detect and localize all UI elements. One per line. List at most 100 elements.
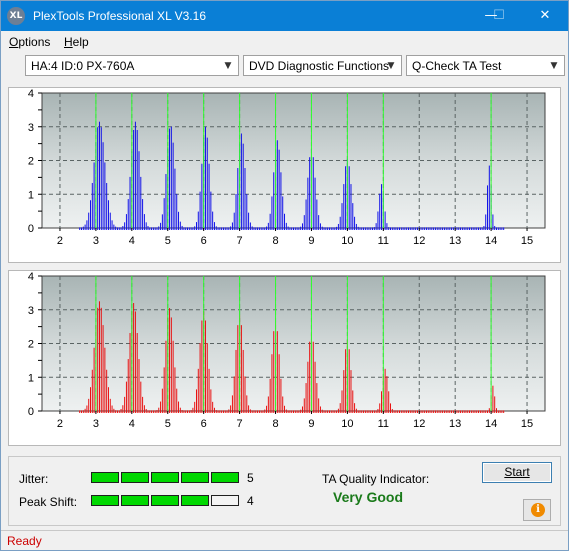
chart-bar xyxy=(379,403,381,413)
chart-bar xyxy=(111,405,113,413)
function-select[interactable]: DVD Diagnostic Functions ▼ xyxy=(243,55,402,76)
chart-bar xyxy=(301,406,303,413)
peak-shift-meter xyxy=(91,495,241,506)
chart-bar xyxy=(161,388,163,413)
chart-bar xyxy=(187,227,189,230)
test-select[interactable]: Q-Check TA Test ▼ xyxy=(406,55,565,76)
chart-bar xyxy=(231,395,233,413)
chart-bar xyxy=(460,227,462,230)
chart-bar xyxy=(400,227,402,230)
chart-bar xyxy=(222,227,224,230)
chart-bar xyxy=(127,359,129,413)
chart-bar xyxy=(300,409,302,413)
chart-bar xyxy=(165,174,167,230)
close-icon[interactable]: ✕ xyxy=(539,8,551,23)
y-tick-label: 2 xyxy=(28,156,34,168)
chart-bar xyxy=(303,215,305,230)
start-button[interactable]: Start xyxy=(482,462,552,483)
chart-bar xyxy=(309,341,311,413)
chart-bar xyxy=(327,227,329,230)
chart-bar xyxy=(90,200,91,230)
chart-bar xyxy=(458,227,460,230)
y-tick-label: 0 xyxy=(28,223,34,235)
chart-bar xyxy=(354,216,356,230)
chart-bar xyxy=(413,410,415,413)
chart-bar xyxy=(100,307,102,413)
x-tick-label: 14 xyxy=(485,235,497,247)
chart-bar xyxy=(442,410,444,413)
chart-bar xyxy=(258,227,260,230)
chart-bar xyxy=(372,227,374,230)
meter-segment xyxy=(181,472,209,483)
chart-bar xyxy=(478,227,480,230)
menu-options[interactable]: Options xyxy=(9,35,51,49)
meter-segment xyxy=(211,495,239,506)
chart-bar xyxy=(158,407,160,413)
chart-bar xyxy=(390,227,392,230)
chart-bar xyxy=(208,368,210,413)
chart-bar xyxy=(82,410,84,413)
chart-bar xyxy=(503,410,505,413)
chart-bar xyxy=(352,390,354,413)
chart-bar xyxy=(379,193,381,230)
chart-bar xyxy=(451,410,453,413)
minimize-icon[interactable]: — xyxy=(484,8,498,23)
chart-bar xyxy=(176,388,178,413)
chart-bar xyxy=(181,410,183,413)
chart-bar xyxy=(456,410,458,413)
info-button[interactable]: i xyxy=(523,499,551,521)
chart-bar xyxy=(266,405,268,413)
chart-bar xyxy=(116,410,118,413)
chart-bar xyxy=(154,410,156,413)
chart-bar xyxy=(445,227,447,230)
chart-bar xyxy=(280,172,282,230)
chart-bar xyxy=(355,223,357,230)
chart-bar xyxy=(488,165,490,230)
chart-bar xyxy=(149,227,151,230)
chart-bar xyxy=(113,224,115,230)
chart-bar xyxy=(179,407,181,413)
chart-bar xyxy=(115,410,117,413)
chart-bar xyxy=(140,381,142,413)
chart-bar xyxy=(260,410,262,413)
chart-bar xyxy=(307,361,309,413)
chart-bar xyxy=(443,410,445,413)
function-select-value: DVD Diagnostic Functions xyxy=(249,59,390,73)
chart-bar xyxy=(289,410,291,413)
chart-bar xyxy=(285,222,287,230)
chart-bar xyxy=(334,227,336,230)
chart-bar xyxy=(332,410,334,413)
chart-bar xyxy=(303,398,305,413)
chart-bar xyxy=(293,227,294,230)
x-tick-label: 4 xyxy=(129,418,135,430)
drive-select[interactable]: HA:4 ID:0 PX-760A ▼ xyxy=(25,55,239,76)
chart-bar xyxy=(348,166,350,230)
chart-bar xyxy=(319,406,321,413)
meter-segment xyxy=(151,495,179,506)
chart-bar xyxy=(213,407,215,413)
chart-bar xyxy=(366,410,368,413)
chart-bar xyxy=(334,410,336,413)
chart-bar xyxy=(161,214,163,230)
maximize-icon[interactable]: ☐ xyxy=(493,8,505,23)
chart-bar xyxy=(445,410,447,413)
jitter-chart-panel: 0 1 2 3 4 2 3 4 5 6 7 8 9 10 11 12 13 14 15 xyxy=(8,87,561,263)
chart-bar xyxy=(129,333,131,413)
chart-bar xyxy=(237,168,239,230)
chart-bar xyxy=(386,376,388,413)
menu-help[interactable]: Help xyxy=(64,35,89,49)
chart-bar xyxy=(393,410,395,413)
meter-segment xyxy=(211,472,239,483)
chart-bar xyxy=(427,410,429,413)
chart-bar xyxy=(381,391,383,413)
y-tick-label: 1 xyxy=(28,372,34,384)
chart-bar xyxy=(230,226,232,230)
chart-bar xyxy=(393,227,395,230)
chart-bar xyxy=(366,227,368,230)
chart-bar xyxy=(262,227,264,230)
chart-bar xyxy=(151,227,153,230)
chevron-down-icon: ▼ xyxy=(224,61,232,71)
x-tick-label: 9 xyxy=(308,235,314,247)
